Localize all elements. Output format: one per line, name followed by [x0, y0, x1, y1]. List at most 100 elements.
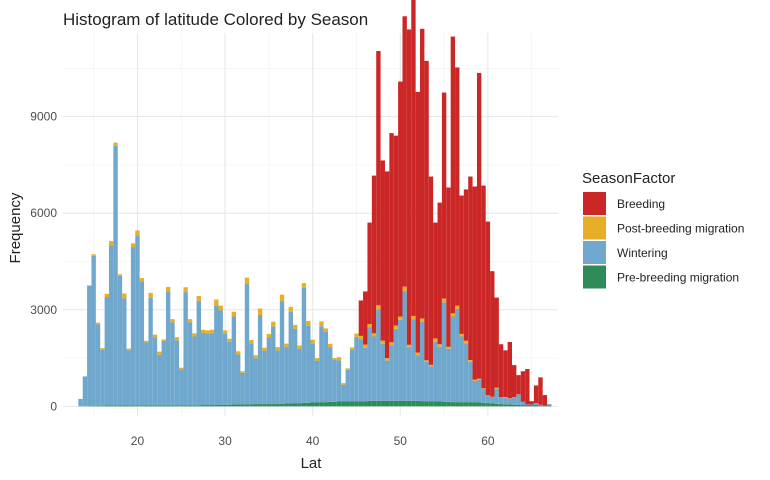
bar-breeding — [424, 61, 428, 360]
bar-pre-breeding-migration — [183, 405, 187, 406]
bar-breeding — [363, 291, 367, 344]
y-tick-label: 6000 — [30, 206, 57, 220]
bar-pre-breeding-migration — [140, 406, 144, 407]
bar-wintering — [227, 342, 231, 405]
bar-breeding — [376, 51, 380, 305]
bar-pre-breeding-migration — [232, 404, 236, 406]
bar-pre-breeding-migration — [135, 406, 139, 407]
bar-breeding — [468, 177, 472, 360]
bar-pre-breeding-migration — [153, 405, 157, 406]
bar-wintering — [118, 276, 122, 406]
bar-wintering — [214, 306, 218, 405]
bar-post-breeding-migration — [319, 321, 323, 326]
bar-wintering — [105, 297, 109, 405]
bar-post-breeding-migration — [148, 293, 152, 298]
bar-post-breeding-migration — [433, 338, 437, 341]
bar-breeding — [372, 176, 376, 334]
bar-pre-breeding-migration — [508, 404, 512, 406]
bar-wintering — [385, 361, 389, 401]
bar-post-breeding-migration — [140, 278, 144, 281]
legend-swatch — [583, 241, 606, 264]
bar-pre-breeding-migration — [363, 401, 367, 406]
bar-pre-breeding-migration — [328, 402, 332, 407]
bar-pre-breeding-migration — [127, 406, 131, 407]
bar-wintering — [96, 324, 100, 405]
bar-wintering — [521, 402, 525, 405]
bar-breeding — [359, 300, 363, 335]
bar-wintering — [389, 346, 393, 401]
bar-wintering — [175, 340, 179, 405]
bar-post-breeding-migration — [446, 347, 450, 349]
bar-wintering — [350, 350, 354, 401]
bars-layer — [78, 0, 551, 406]
bar-post-breeding-migration — [96, 323, 100, 325]
bar-post-breeding-migration — [179, 368, 183, 370]
bar-wintering — [144, 342, 148, 405]
bar-breeding — [464, 189, 468, 340]
bar-pre-breeding-migration — [109, 406, 113, 407]
bar-post-breeding-migration — [127, 349, 131, 351]
bar-wintering — [192, 337, 196, 406]
bar-wintering — [254, 358, 258, 404]
bar-post-breeding-migration — [464, 341, 468, 344]
bar-post-breeding-migration — [262, 348, 266, 351]
bar-breeding — [490, 271, 494, 397]
bar-wintering — [232, 317, 236, 405]
bar-breeding — [508, 342, 512, 398]
bar-breeding — [499, 344, 503, 397]
bar-pre-breeding-migration — [416, 401, 420, 406]
bar-pre-breeding-migration — [210, 405, 214, 406]
bar-pre-breeding-migration — [451, 402, 455, 406]
bar-pre-breeding-migration — [381, 401, 385, 406]
bar-pre-breeding-migration — [459, 402, 463, 406]
bar-pre-breeding-migration — [319, 402, 323, 406]
bar-breeding — [407, 29, 411, 344]
bar-wintering — [499, 398, 503, 404]
bar-pre-breeding-migration — [494, 404, 498, 407]
bar-post-breeding-migration — [494, 388, 498, 389]
bar-wintering — [236, 355, 240, 405]
bar-wintering — [381, 344, 385, 401]
bar-pre-breeding-migration — [302, 403, 306, 407]
bar-post-breeding-migration — [328, 344, 332, 347]
bar-wintering — [293, 329, 297, 403]
bar-wintering — [442, 302, 446, 401]
bar-breeding — [503, 350, 507, 397]
bar-wintering — [446, 349, 450, 402]
bar-wintering — [411, 319, 415, 401]
bar-post-breeding-migration — [232, 312, 236, 317]
bar-post-breeding-migration — [271, 322, 275, 327]
bar-pre-breeding-migration — [433, 402, 437, 407]
bar-wintering — [315, 361, 319, 403]
bar-pre-breeding-migration — [394, 401, 398, 406]
bar-post-breeding-migration — [468, 360, 472, 362]
bar-pre-breeding-migration — [481, 403, 485, 407]
bar-pre-breeding-migration — [122, 406, 126, 407]
bar-post-breeding-migration — [394, 326, 398, 329]
bar-wintering — [433, 342, 437, 402]
bar-wintering — [516, 395, 520, 405]
bar-pre-breeding-migration — [407, 401, 411, 406]
bar-wintering — [420, 322, 424, 401]
bar-wintering — [376, 309, 380, 401]
bar-wintering — [127, 350, 131, 405]
bar-wintering — [258, 315, 262, 404]
bar-pre-breeding-migration — [346, 402, 350, 407]
bar-post-breeding-migration — [249, 340, 253, 343]
y-axis-label: Frequency — [7, 192, 24, 263]
bar-wintering — [438, 347, 442, 402]
bar-wintering — [297, 349, 301, 403]
bar-wintering — [153, 337, 157, 405]
bar-breeding — [521, 371, 525, 402]
bar-pre-breeding-migration — [534, 405, 538, 406]
bar-post-breeding-migration — [381, 341, 385, 344]
bar-pre-breeding-migration — [464, 402, 468, 406]
bar-pre-breeding-migration — [446, 402, 450, 407]
bar-pre-breeding-migration — [332, 402, 336, 407]
bar-wintering — [284, 347, 288, 404]
bar-pre-breeding-migration — [372, 401, 376, 406]
bar-post-breeding-migration — [170, 319, 174, 322]
bar-pre-breeding-migration — [262, 404, 266, 406]
